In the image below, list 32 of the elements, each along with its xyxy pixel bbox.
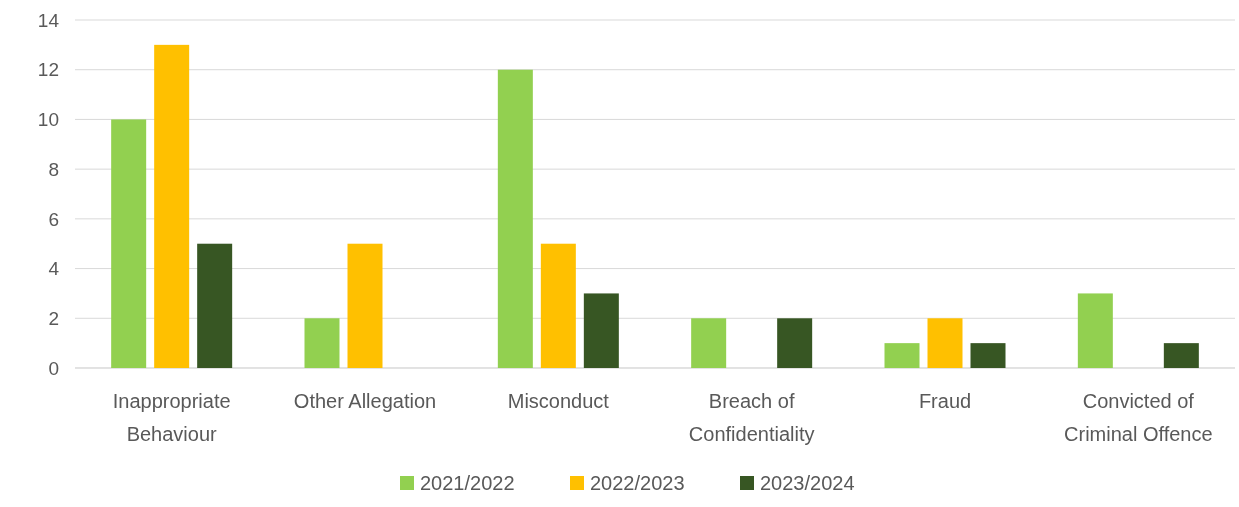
y-tick-label: 12 <box>37 59 59 81</box>
y-tick-label: 2 <box>48 307 59 329</box>
y-tick-label: 8 <box>48 158 59 180</box>
x-tick-label: Inappropriate Behaviour <box>112 390 231 445</box>
x-tick-label: Misconduct <box>507 390 610 412</box>
bar <box>497 69 533 368</box>
x-tick-label: Breach of Confidentiality <box>688 390 815 445</box>
bar <box>1077 293 1113 368</box>
bar <box>347 243 383 368</box>
legend-label: 2021/2022 <box>420 472 515 494</box>
bar <box>583 293 619 368</box>
bar <box>1163 343 1199 368</box>
x-tick-label: Other Allegation <box>293 390 437 412</box>
bar <box>304 318 340 368</box>
bar <box>540 243 576 368</box>
bar <box>154 44 190 368</box>
bar <box>197 243 233 368</box>
bar <box>927 318 963 368</box>
y-tick-label: 4 <box>48 258 60 280</box>
bar <box>691 318 727 368</box>
bar <box>884 343 920 368</box>
y-tick-label: 14 <box>37 9 60 31</box>
y-tick-label: 10 <box>37 109 59 131</box>
x-tick-label: Convicted of Criminal Offence <box>1064 390 1213 445</box>
y-tick-label: 0 <box>48 357 59 379</box>
bar <box>111 119 147 368</box>
legend-label: 2023/2024 <box>760 472 855 494</box>
legend-label: 2022/2023 <box>590 472 685 494</box>
x-tick-label: Fraud <box>918 390 972 412</box>
y-tick-label: 6 <box>48 208 59 230</box>
bar <box>970 343 1006 368</box>
bar <box>777 318 813 368</box>
